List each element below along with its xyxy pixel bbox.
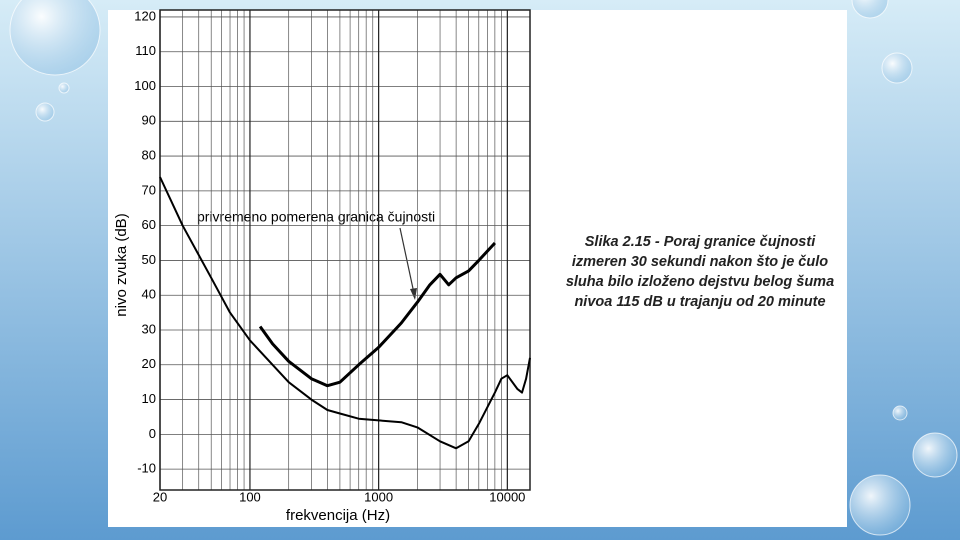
x-tick-label: 100 [239, 489, 261, 504]
y-tick-label: 90 [142, 113, 156, 128]
x-axis-label: frekvencija (Hz) [286, 507, 390, 524]
caption: Slika 2.15 - Poraj granice čujnosti izmer… [566, 234, 834, 310]
y-tick-label: 30 [142, 321, 156, 336]
plot-frame [159, 9, 531, 491]
x-tick-label: 10000 [489, 489, 525, 504]
arrow-head [410, 288, 417, 300]
y-axis-label: nivo zvuka (dB) [113, 213, 130, 316]
caption-line: sluha bilo izloženo dejstvu belog šuma [566, 274, 834, 290]
y-tick-label: -10 [137, 461, 156, 476]
y-tick-label: 70 [142, 182, 156, 197]
data-line [258, 241, 497, 388]
data-line [159, 176, 531, 450]
y-tick-label: 50 [142, 252, 156, 267]
water-drops [9, 0, 958, 536]
content-panel [108, 10, 847, 527]
x-tick-label: 1000 [364, 489, 393, 504]
annotation: privremeno pomerena granica čujnosti [197, 209, 435, 225]
y-tick-label: 60 [142, 217, 156, 232]
annotation-arrow [399, 227, 416, 299]
y-tick-label: 110 [135, 43, 156, 58]
caption-line: Slika 2.15 - Poraj granice čujnosti [585, 234, 816, 250]
caption-line: izmeren 30 sekundi nakon što je čulo [572, 254, 828, 270]
y-tick-label: 100 [134, 78, 156, 93]
caption-line: nivoa 115 dB u trajanju od 20 minute [574, 294, 825, 310]
x-tick-label: 20 [153, 489, 167, 504]
y-tick-label: 40 [142, 287, 156, 302]
y-tick-label: 80 [142, 148, 156, 163]
y-tick-label: 0 [149, 426, 156, 441]
y-tick-label: 10 [142, 391, 156, 406]
y-tick-label: 20 [142, 356, 156, 371]
y-tick-label: 120 [134, 8, 156, 23]
